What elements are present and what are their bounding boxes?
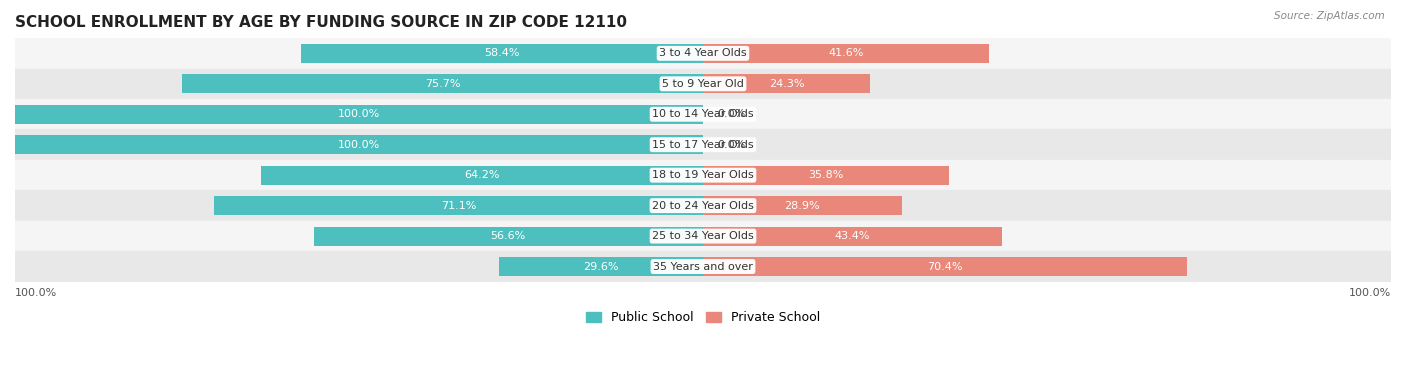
Bar (15, 251, 1391, 282)
Legend: Public School, Private School: Public School, Private School (581, 306, 825, 329)
Text: 100.0%: 100.0% (15, 288, 58, 299)
Text: 24.3%: 24.3% (769, 79, 804, 89)
Bar (703, 196, 901, 215)
Bar (214, 196, 703, 215)
Bar (15, 221, 1391, 251)
Text: SCHOOL ENROLLMENT BY AGE BY FUNDING SOURCE IN ZIP CODE 12110: SCHOOL ENROLLMENT BY AGE BY FUNDING SOUR… (15, 15, 627, 30)
Text: 20 to 24 Year Olds: 20 to 24 Year Olds (652, 201, 754, 211)
Text: 64.2%: 64.2% (464, 170, 501, 180)
Text: 58.4%: 58.4% (484, 48, 520, 58)
Bar (262, 166, 703, 185)
Text: 28.9%: 28.9% (785, 201, 820, 211)
Bar (703, 74, 870, 93)
Bar (15, 105, 703, 124)
Text: 100.0%: 100.0% (337, 140, 380, 150)
Text: 43.4%: 43.4% (835, 231, 870, 241)
Bar (183, 74, 703, 93)
Text: 0.0%: 0.0% (717, 109, 745, 119)
Text: 56.6%: 56.6% (491, 231, 526, 241)
Text: 3 to 4 Year Olds: 3 to 4 Year Olds (659, 48, 747, 58)
Bar (15, 69, 1391, 99)
Text: 0.0%: 0.0% (717, 140, 745, 150)
Text: 100.0%: 100.0% (1348, 288, 1391, 299)
Text: 5 to 9 Year Old: 5 to 9 Year Old (662, 79, 744, 89)
Text: 70.4%: 70.4% (928, 262, 963, 271)
Text: 100.0%: 100.0% (337, 109, 380, 119)
Bar (15, 190, 1391, 221)
Text: 25 to 34 Year Olds: 25 to 34 Year Olds (652, 231, 754, 241)
Bar (314, 227, 703, 245)
Text: 71.1%: 71.1% (440, 201, 477, 211)
Text: 35.8%: 35.8% (808, 170, 844, 180)
Text: 35 Years and over: 35 Years and over (652, 262, 754, 271)
Text: 29.6%: 29.6% (583, 262, 619, 271)
Text: 15 to 17 Year Olds: 15 to 17 Year Olds (652, 140, 754, 150)
Bar (703, 44, 990, 63)
Text: Source: ZipAtlas.com: Source: ZipAtlas.com (1274, 11, 1385, 21)
Bar (15, 160, 1391, 190)
Bar (15, 135, 703, 154)
Bar (703, 257, 1187, 276)
Bar (15, 129, 1391, 160)
Text: 41.6%: 41.6% (828, 48, 863, 58)
Text: 10 to 14 Year Olds: 10 to 14 Year Olds (652, 109, 754, 119)
Text: 75.7%: 75.7% (425, 79, 460, 89)
Bar (499, 257, 703, 276)
Text: 18 to 19 Year Olds: 18 to 19 Year Olds (652, 170, 754, 180)
Bar (301, 44, 703, 63)
Bar (15, 99, 1391, 129)
Bar (703, 227, 1001, 245)
Bar (703, 166, 949, 185)
Bar (15, 38, 1391, 69)
